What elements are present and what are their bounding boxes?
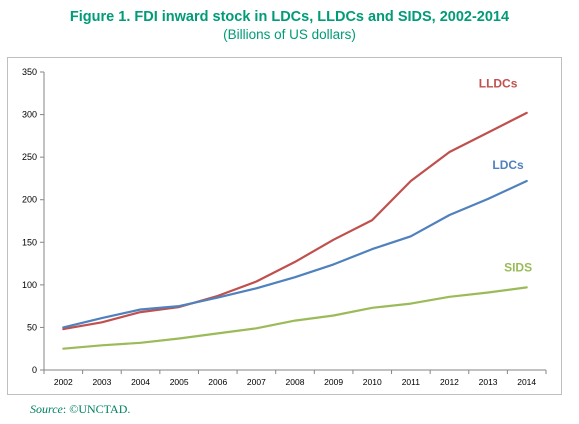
series-label-ldcs: LDCs: [492, 158, 524, 172]
x-tick-label: 2011: [402, 377, 421, 387]
y-tick-label: 50: [27, 322, 37, 332]
x-tick-label: 2012: [440, 377, 459, 387]
y-tick-label: 100: [22, 280, 37, 290]
x-tick-label: 2006: [208, 377, 227, 387]
source-label: Source: [30, 402, 63, 416]
y-tick-label: 0: [32, 365, 37, 375]
x-tick-label: 2003: [92, 377, 111, 387]
x-tick-label: 2007: [247, 377, 266, 387]
y-tick-label: 250: [22, 152, 37, 162]
source-note: Source: ©UNCTAD.: [30, 402, 130, 417]
x-tick-label: 2005: [170, 377, 189, 387]
y-tick-label: 150: [22, 237, 37, 247]
x-tick-label: 2013: [479, 377, 498, 387]
y-tick-label: 350: [22, 67, 37, 77]
x-tick-label: 2014: [517, 377, 536, 387]
x-tick-label: 2009: [324, 377, 343, 387]
x-axis-ticks: 2002 2003 2004 2005 2006 2007 2008 2009 2010 2011…: [43, 370, 547, 387]
axes: [43, 72, 546, 371]
chart-subtitle: (Billions of US dollars): [223, 27, 356, 42]
series-label-lldcs: LLDCs: [479, 76, 518, 90]
series-line-sids: [62, 286, 528, 350]
series-line-ldcs: [62, 179, 528, 329]
series-lines: [62, 111, 528, 350]
y-axis-ticks: 0 50 100 150 200 250 300 350: [22, 67, 44, 375]
chart-title: Figure 1. FDI inward stock in LDCs, LLDC…: [69, 9, 510, 25]
x-tick-label: 2010: [363, 377, 382, 387]
x-tick-label: 2004: [131, 377, 150, 387]
series-line-lldcs: [62, 111, 528, 331]
series-labels: LLDCs LDCs SIDS: [479, 76, 532, 274]
source-text: : ©UNCTAD.: [62, 402, 131, 416]
y-tick-label: 200: [22, 195, 37, 205]
y-tick-label: 300: [22, 110, 37, 120]
chart-frame: [7, 57, 562, 395]
series-label-sids: SIDS: [504, 261, 532, 275]
x-tick-label: 2002: [54, 377, 73, 387]
x-tick-label: 2008: [286, 377, 305, 387]
